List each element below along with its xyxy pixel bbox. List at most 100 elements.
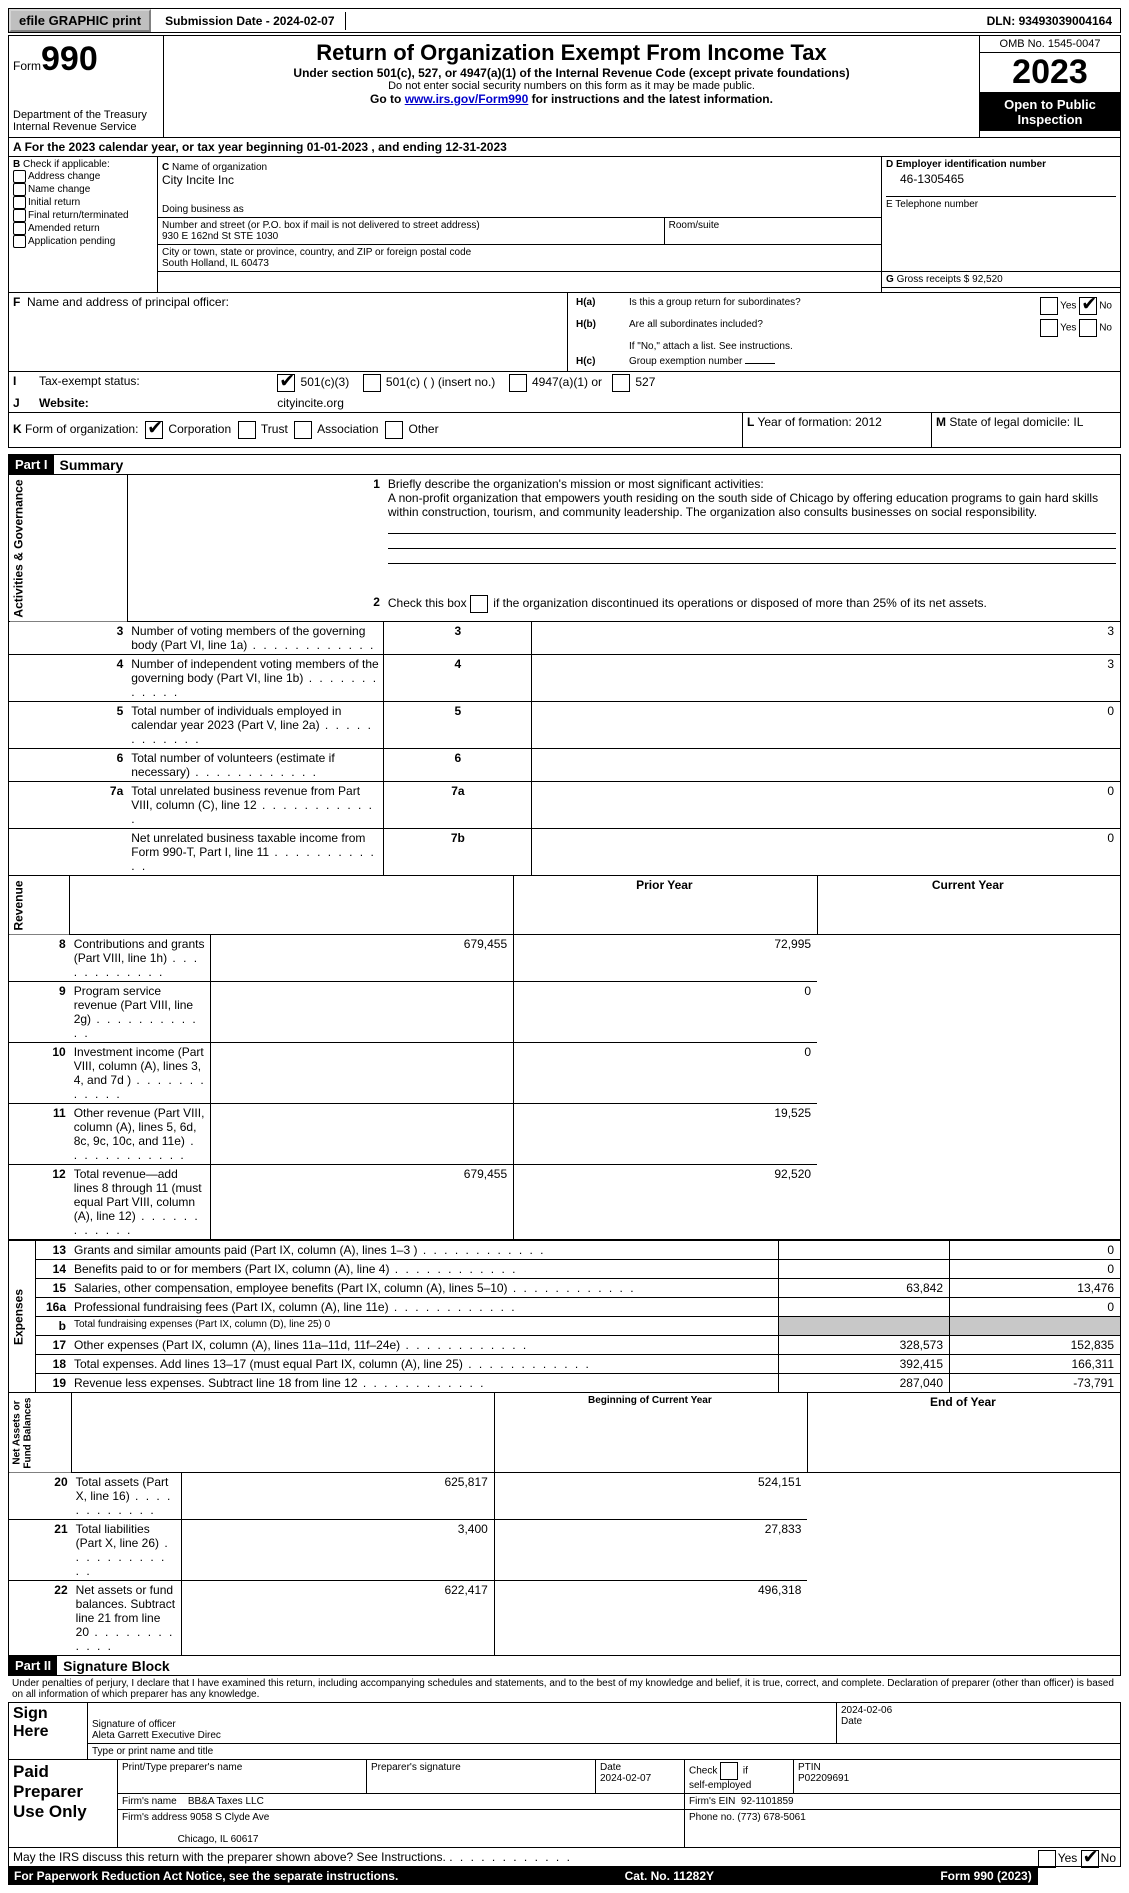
box-f-label: Name and address of principal officer: xyxy=(27,295,229,309)
cb-hb-no[interactable] xyxy=(1079,319,1097,337)
summary-row: 8 Contributions and grants (Part VIII, l… xyxy=(9,935,1121,982)
summary-row: 19 Revenue less expenses. Subtract line … xyxy=(9,1374,1121,1393)
street-address: 930 E 162nd St STE 1030 xyxy=(162,231,278,242)
vlabel-na: Net Assets or Fund Balances xyxy=(9,1393,72,1473)
sig-officer-label: Signature of officer xyxy=(92,1719,176,1730)
domicile-value: IL xyxy=(1073,415,1083,429)
firm-ein-label: Firm's EIN xyxy=(689,1796,735,1807)
part1-title: Summary xyxy=(54,457,124,473)
header-right: OMB No. 1545-0047 2023 Open to Public In… xyxy=(979,36,1120,137)
cb-501c3[interactable] xyxy=(277,374,295,392)
cb-self-employed[interactable] xyxy=(720,1762,738,1780)
f-h-block: F Name and address of principal officer:… xyxy=(8,293,1121,372)
cb-address-change[interactable] xyxy=(13,170,26,183)
website-value: cityincite.org xyxy=(273,394,1120,413)
goto-post: for instructions and the latest informat… xyxy=(528,92,773,106)
hc-label: Group exemption number xyxy=(629,356,742,367)
vlabel-ag: Activities & Governance xyxy=(9,475,128,622)
cb-app-pending[interactable] xyxy=(13,235,26,248)
cb-name-change[interactable] xyxy=(13,183,26,196)
submission-date: Submission Date - 2024-02-07 xyxy=(155,12,345,30)
pdate-label: Date xyxy=(600,1762,621,1773)
box-h: H(a)Is this a group return for subordina… xyxy=(568,293,1121,372)
header-middle: Return of Organization Exempt From Incom… xyxy=(164,36,979,137)
summary-row: 7a Total unrelated business revenue from… xyxy=(9,782,1121,829)
box-c-addr: Number and street (or P.O. box if mail i… xyxy=(158,218,882,272)
cb-corp[interactable] xyxy=(145,421,163,439)
box-b-label: Check if applicable: xyxy=(23,159,110,170)
part1-badge: Part I xyxy=(9,455,54,474)
mission-text: A non-profit organization that empowers … xyxy=(388,491,1098,519)
paid-preparer-label: Paid Preparer Use Only xyxy=(9,1760,118,1848)
open-public-badge: Open to Public Inspection xyxy=(980,93,1120,131)
cb-ha-no[interactable] xyxy=(1079,297,1097,315)
summary-row: 12 Total revenue—add lines 8 through 11 … xyxy=(9,1165,1121,1240)
ein-value: 46-1305465 xyxy=(886,170,1116,196)
summary-row: 14 Benefits paid to or for members (Part… xyxy=(9,1260,1121,1279)
line-a: A For the 2023 calendar year, or tax yea… xyxy=(8,138,1121,157)
cb-hb-yes[interactable] xyxy=(1040,319,1058,337)
hb-label: Are all subordinates included? xyxy=(625,317,965,339)
phone-label: E Telephone number xyxy=(886,199,978,210)
efile-print-button[interactable]: efile GRAPHIC print xyxy=(9,9,151,32)
opt-trust: Trust xyxy=(261,422,288,436)
vlabel-rev: Revenue xyxy=(9,876,70,935)
irs-link[interactable]: www.irs.gov/Form990 xyxy=(405,92,529,106)
cb-501c[interactable] xyxy=(363,374,381,392)
cb-ha-yes[interactable] xyxy=(1040,297,1058,315)
year-formation-value: 2012 xyxy=(855,415,882,429)
form-org-label: Form of organization: xyxy=(25,422,138,436)
cb-amended-return[interactable] xyxy=(13,222,26,235)
footer-right: Form 990 (2023) xyxy=(940,1869,1031,1883)
ssn-note: Do not enter social security numbers on … xyxy=(168,80,975,92)
hc-value xyxy=(745,363,775,364)
k-l-m-block: K Form of organization: Corporation Trus… xyxy=(8,413,1121,448)
form-word: Form xyxy=(13,59,41,73)
cb-other[interactable] xyxy=(385,421,403,439)
firm-ein: 92-1101859 xyxy=(741,1796,794,1807)
part2-badge: Part II xyxy=(9,1656,57,1675)
year-formation-label: Year of formation: xyxy=(757,415,851,429)
summary-row: 10 Investment income (Part VIII, column … xyxy=(9,1043,1121,1104)
part1-header: Part I Summary xyxy=(8,454,1121,475)
i-j-block: I Tax-exempt status: 501(c)(3) 501(c) ( … xyxy=(8,372,1121,413)
cb-527[interactable] xyxy=(612,374,630,392)
summary-row: 22 Net assets or fund balances. Subtract… xyxy=(9,1581,1121,1656)
opt-final-return: Final return/terminated xyxy=(28,210,129,221)
omb-number: OMB No. 1545-0047 xyxy=(980,36,1120,53)
opt-address-change: Address change xyxy=(28,171,100,182)
print-name-label: Print/Type preparer's name xyxy=(118,1760,367,1794)
hb-note: If "No," attach a list. See instructions… xyxy=(625,339,1116,354)
type-name-label: Type or print name and title xyxy=(88,1744,1121,1760)
page-footer: For Paperwork Reduction Act Notice, see … xyxy=(8,1867,1038,1885)
opt-assoc: Association xyxy=(317,422,378,436)
cb-discuss-yes[interactable] xyxy=(1038,1850,1056,1868)
dln-value: 93493039004164 xyxy=(1019,14,1112,28)
phone-no-label: Phone no. xyxy=(689,1812,735,1823)
cb-4947[interactable] xyxy=(509,374,527,392)
if-label: if xyxy=(743,1766,748,1777)
eoy-hdr: End of Year xyxy=(807,1393,1120,1473)
sig-date: 2024-02-06 xyxy=(841,1705,892,1716)
cb-final-return[interactable] xyxy=(13,209,26,222)
summary-row: 6 Total number of volunteers (estimate i… xyxy=(9,749,1121,782)
part2-title: Signature Block xyxy=(57,1658,170,1674)
cb-initial-return[interactable] xyxy=(13,196,26,209)
firm-addr-label: Firm's address xyxy=(122,1812,187,1823)
summary-row: 15 Salaries, other compensation, employe… xyxy=(9,1279,1121,1298)
entity-block: B Check if applicable: Address change Na… xyxy=(8,157,1121,293)
check-label: Check xyxy=(689,1766,717,1777)
cb-assoc[interactable] xyxy=(294,421,312,439)
opt-501c: 501(c) ( ) (insert no.) xyxy=(386,375,495,389)
opt-4947: 4947(a)(1) or xyxy=(532,375,602,389)
tax-status-label: Tax-exempt status: xyxy=(39,374,140,388)
cb-discuss-no[interactable] xyxy=(1081,1850,1099,1868)
city-label: City or town, state or province, country… xyxy=(162,247,471,258)
top-toolbar: efile GRAPHIC print Submission Date - 20… xyxy=(8,8,1121,33)
form-num: 990 xyxy=(41,40,98,78)
form-subtitle: Under section 501(c), 527, or 4947(a)(1)… xyxy=(168,66,975,80)
cb-discontinued[interactable] xyxy=(470,595,488,613)
form-number: Form990 xyxy=(13,40,159,79)
cb-trust[interactable] xyxy=(238,421,256,439)
opt-501c3: 501(c)(3) xyxy=(301,375,350,389)
